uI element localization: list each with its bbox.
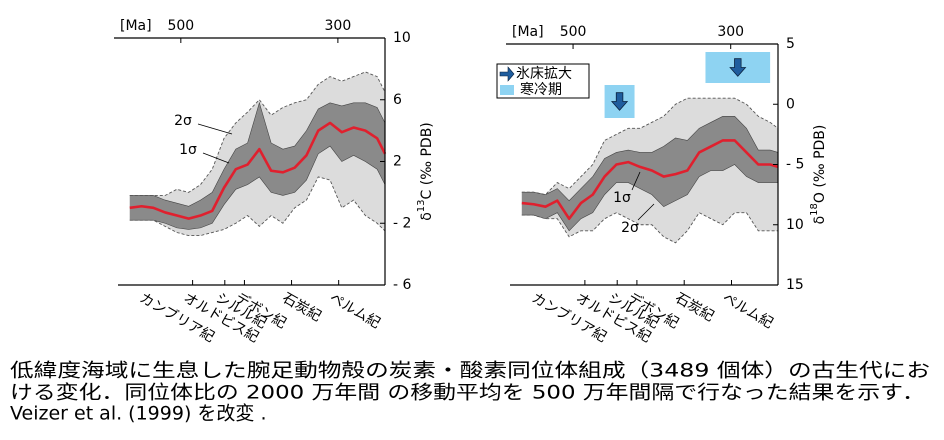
y-tick-label: 15 bbox=[786, 277, 804, 293]
annotation-leader bbox=[202, 152, 230, 164]
y-tick-label: - 5 bbox=[786, 157, 804, 173]
legend-arrow bbox=[499, 66, 515, 82]
y-axis-label-part: O (‰ PDB) bbox=[812, 125, 828, 203]
band-edge bbox=[521, 97, 779, 196]
band-edge bbox=[129, 145, 386, 230]
annotation-leader bbox=[197, 123, 233, 135]
y-axis-label: δ18O (‰ PDB) bbox=[809, 125, 828, 225]
x-tick-label: 500 bbox=[167, 18, 194, 34]
band-edge bbox=[521, 164, 778, 232]
annotation-leader bbox=[631, 171, 641, 191]
mean-line bbox=[521, 139, 779, 221]
legend-label: 氷床拡大 bbox=[516, 66, 572, 82]
band-edge bbox=[521, 116, 779, 202]
band-edge bbox=[129, 176, 386, 237]
y-tick-label: 5 bbox=[786, 36, 795, 52]
y-axis-label-part: δ bbox=[419, 212, 435, 221]
band-annotation: 2σ bbox=[621, 220, 639, 236]
band-annotation: 1σ bbox=[613, 190, 631, 206]
band-edge bbox=[129, 101, 386, 207]
period-label: ペルム紀 bbox=[719, 290, 775, 332]
y-axis-label: δ13C (‰ PDB) bbox=[416, 122, 435, 221]
period-label: ペルム紀 bbox=[327, 290, 383, 332]
annotation-leader bbox=[637, 203, 655, 221]
legend-label: 寒冷期 bbox=[520, 81, 562, 98]
x-axis-label: [Ma] bbox=[512, 24, 544, 40]
y-tick-label: 6 bbox=[393, 92, 402, 108]
x-tick-label: 300 bbox=[325, 18, 352, 34]
legend-swatch bbox=[500, 85, 514, 95]
x-tick-label: 500 bbox=[560, 24, 587, 40]
y-tick-label: 0 bbox=[786, 96, 795, 112]
y-axis-label-part: 13 bbox=[416, 199, 427, 212]
caption-line: 低緯度海域に生息した腕足動物殻の炭素・酸素同位体組成（3489 個体）の古生代に… bbox=[10, 360, 930, 382]
band-edge bbox=[521, 212, 778, 244]
sigma-band bbox=[129, 102, 385, 230]
y-tick-label: - 2 bbox=[393, 215, 411, 231]
band-annotation: 1σ bbox=[179, 142, 197, 158]
band-annotation: 2σ bbox=[174, 113, 192, 129]
ice-sheet-arrow bbox=[729, 58, 747, 77]
y-tick-label: 10 bbox=[393, 30, 411, 46]
y-tick-label: 2 bbox=[393, 154, 402, 170]
ice-sheet-arrow bbox=[610, 92, 629, 111]
y-axis-label-part: δ bbox=[812, 216, 828, 225]
caption-line: ける変化．同位体比の 2000 万年間 の移動平均を 500 万年間隔で行なった… bbox=[10, 382, 925, 404]
y-axis-label-part: 18 bbox=[809, 203, 820, 216]
y-tick-label: 10 bbox=[786, 217, 804, 233]
mean-line bbox=[129, 121, 387, 220]
y-tick-label: - 6 bbox=[393, 277, 412, 293]
x-tick-label: 300 bbox=[717, 24, 744, 40]
x-axis-label: [Ma] bbox=[120, 18, 152, 34]
y-axis-label-part: C (‰ PDB) bbox=[419, 122, 435, 199]
caption-line: Veizer et al. (1999) を改変 . bbox=[10, 403, 266, 425]
